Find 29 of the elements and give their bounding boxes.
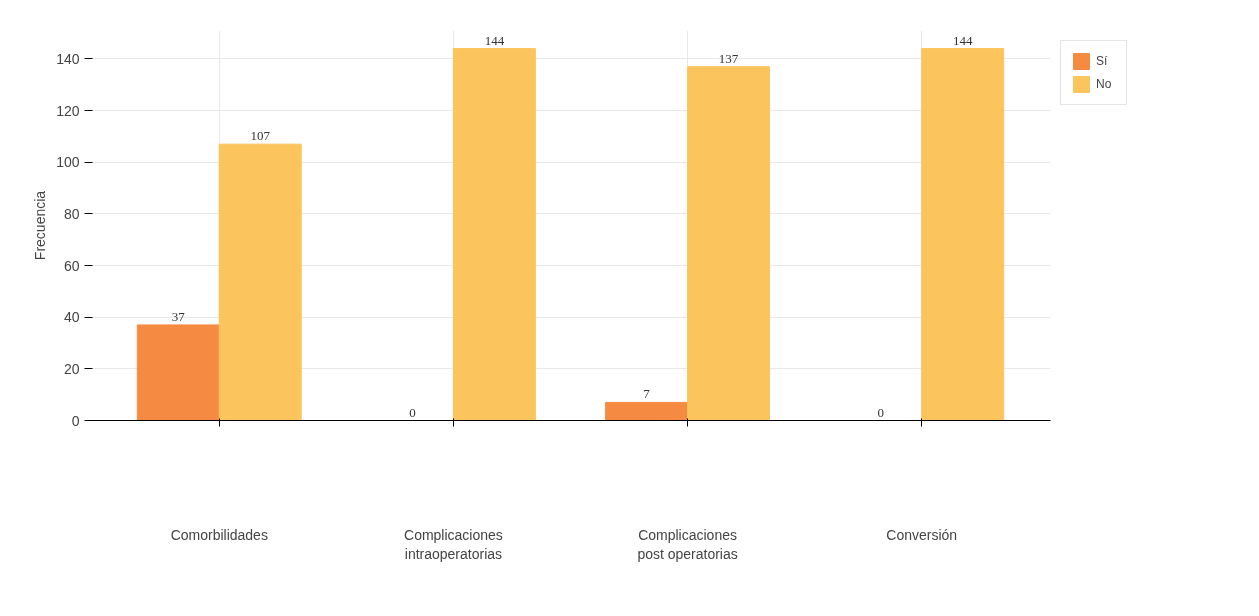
y-tick-label: 80 <box>63 205 80 222</box>
bar <box>452 48 536 421</box>
bar <box>605 401 689 421</box>
bar <box>136 324 220 421</box>
data-label: 0 <box>409 404 416 420</box>
x-tick-label: Complicaciones intraoperatorias <box>404 526 503 562</box>
bar <box>218 143 302 421</box>
x-tick-label: Conversión <box>886 526 958 543</box>
bar <box>921 48 1005 421</box>
data-label: 37 <box>171 308 186 324</box>
y-tick-label: 120 <box>56 102 80 119</box>
x-tick-label: Comorbilidades <box>170 526 268 543</box>
data-label: 144 <box>484 32 505 48</box>
y-tick-label: 140 <box>56 50 80 67</box>
y-tick-label: 60 <box>63 257 80 274</box>
legend-label: Sí <box>1096 54 1109 68</box>
bar <box>687 66 771 421</box>
y-tick-label: 20 <box>63 360 80 377</box>
data-label: 107 <box>250 128 271 144</box>
data-label: 7 <box>643 386 651 402</box>
data-label: 137 <box>718 50 739 66</box>
x-tick-label: Complicaciones post operatorias <box>637 526 738 562</box>
data-label: 0 <box>877 404 884 420</box>
y-tick-label: 40 <box>63 309 80 326</box>
y-tick-label: 100 <box>56 154 80 171</box>
data-label: 144 <box>952 32 973 48</box>
y-tick-label: 0 <box>71 412 80 429</box>
y-axis-title: Frecuencia <box>32 190 49 261</box>
legend-label: No <box>1096 77 1113 91</box>
